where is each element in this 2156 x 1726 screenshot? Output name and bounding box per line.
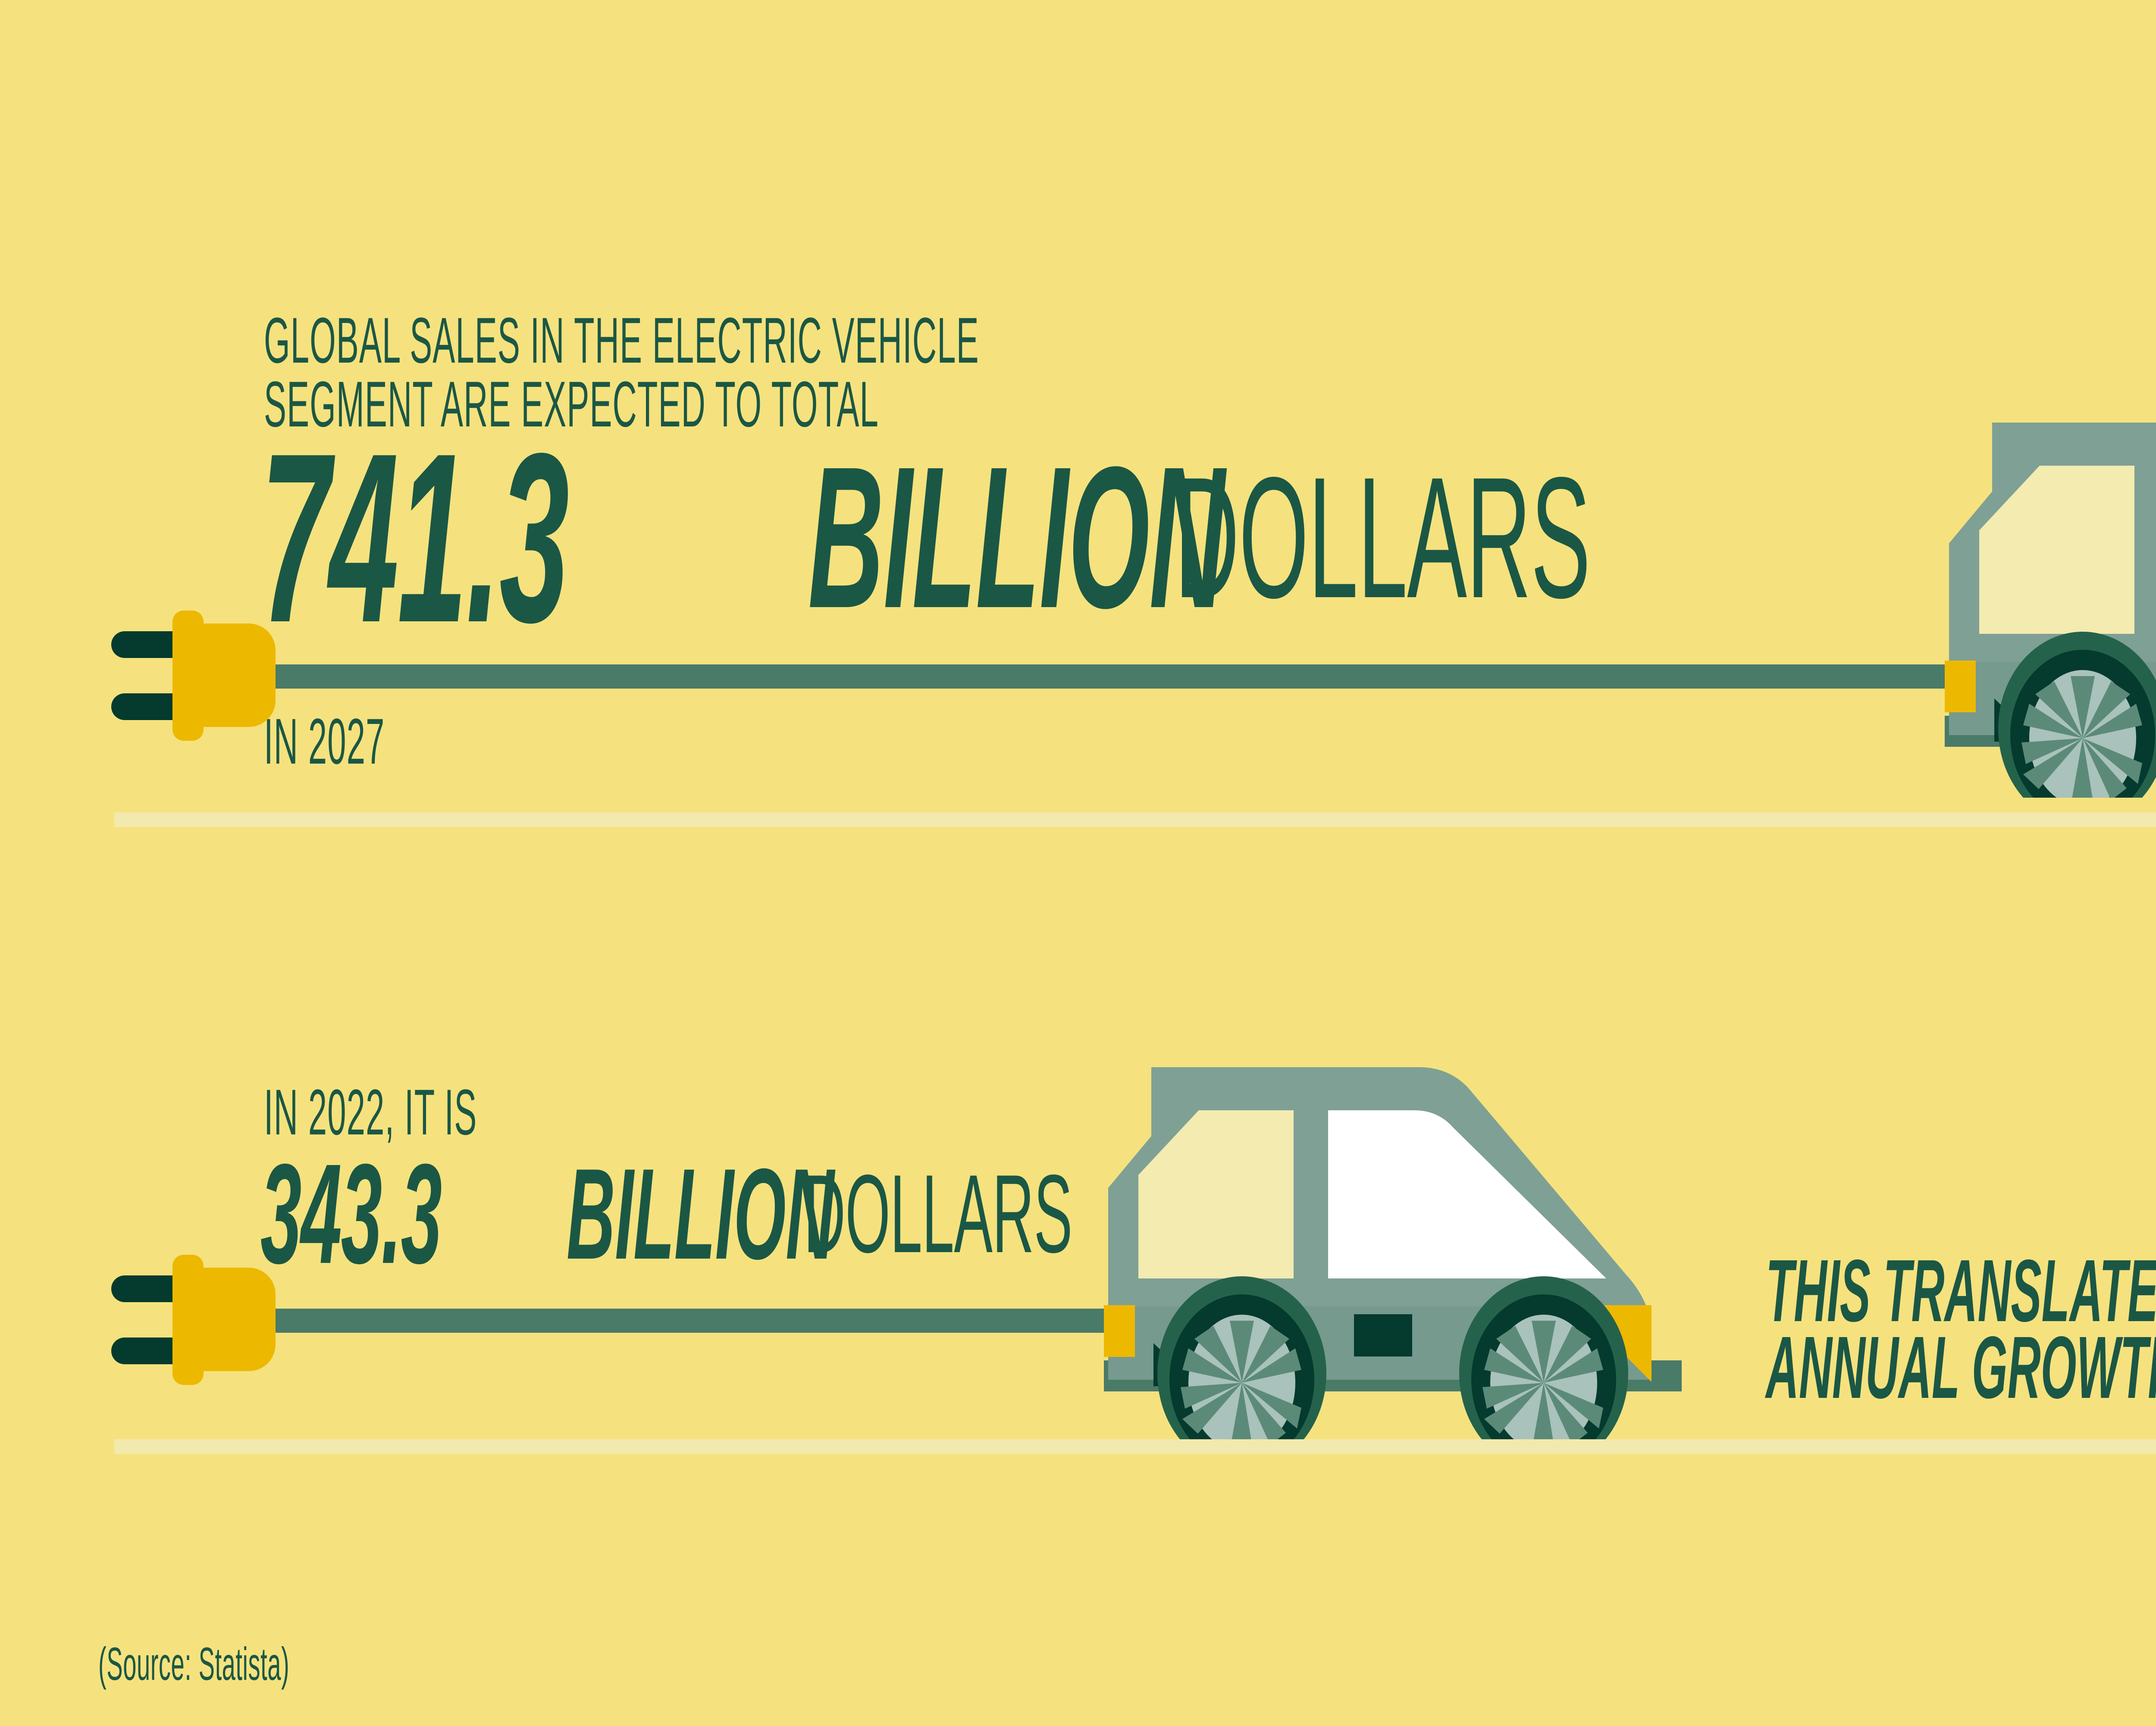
electric-car-icon: [1069, 1059, 1742, 1442]
year-text: IN 2027: [264, 705, 385, 777]
rear-wheel: [1998, 632, 2156, 798]
kicker-2027: GLOBAL SALES IN THE ELECTRIC VEHICLE SEG…: [264, 308, 1639, 436]
plug-body: [191, 623, 276, 727]
growth-note: THIS TRANSLATES TO AN ANNUAL GROWTH OF 1…: [1766, 1241, 2156, 1417]
kicker-2022: IN 2022, IT IS: [264, 1080, 674, 1144]
growth-note-line-1: THIS TRANSLATES TO AN: [1766, 1241, 2156, 1340]
charging-cable-2027: [246, 664, 1984, 689]
source-text: (Source: Statista): [98, 1638, 290, 1690]
divider-rule-2: [114, 1439, 2156, 1454]
value-343-3: 343.3: [260, 1134, 442, 1293]
year-label-2027: IN 2027: [264, 705, 496, 777]
currency-dollars: DOLLARS: [1175, 441, 1591, 634]
kicker-line-2: SEGMENT ARE EXPECTED TO TOTAL: [264, 368, 879, 440]
electric-car-icon: [1910, 414, 2156, 798]
rear-wheel: [1157, 1276, 1326, 1442]
growth-note-line-2: ANNUAL GROWTH OF 16.64%: [1766, 1318, 2156, 1417]
kicker-line-1: GLOBAL SALES IN THE ELECTRIC VEHICLE: [264, 304, 979, 376]
charging-cable-2022: [246, 1309, 1143, 1333]
unit-billion: BILLION: [808, 425, 1225, 650]
headline-value-2027: 741.3 BILLION DOLLARS: [260, 417, 1591, 658]
front-wheel: [1459, 1276, 1628, 1442]
source-credit: (Source: Statista): [98, 1641, 466, 1687]
divider-rule-1: [114, 812, 2156, 827]
currency-dollars-2: DOLLARS: [804, 1151, 1072, 1276]
kicker2-line-1: IN 2022, IT IS: [264, 1076, 477, 1148]
value-741-3: 741.3: [260, 403, 569, 673]
headline-value-2022: 343.3 BILLION DOLLARS: [260, 1134, 1072, 1293]
plug-body: [191, 1268, 276, 1371]
unit-billion-2: BILLION: [567, 1141, 834, 1286]
